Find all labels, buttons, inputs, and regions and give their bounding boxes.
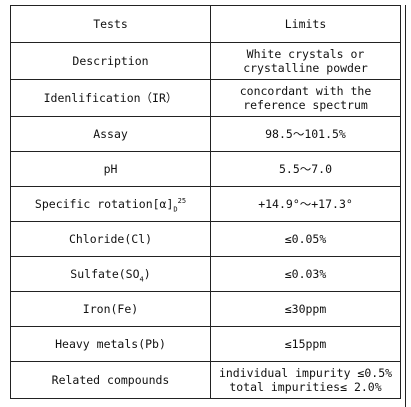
limit-assay: 98.5～101.5% xyxy=(210,116,401,152)
specific-rotation-subscript: D xyxy=(173,205,178,214)
test-name-specific-rotation: Specific rotation[α]D25 xyxy=(10,186,211,222)
test-name-heavy-metals: Heavy metals(Pb) xyxy=(10,326,211,362)
limit-identification: concordant with the reference spectrum xyxy=(210,79,401,117)
specific-rotation-label: Specific rotation[α] xyxy=(34,197,174,211)
table-row: Related compounds individual impurity ≤0… xyxy=(10,361,401,399)
test-name-iron: Iron(Fe) xyxy=(10,291,211,327)
specific-rotation-superscript: 25 xyxy=(177,197,187,206)
table-row: Heavy metals(Pb) ≤15ppm xyxy=(10,326,401,362)
table-row: Idenlification（IR） concordant with the r… xyxy=(10,79,401,117)
limit-heavy-metals: ≤15ppm xyxy=(210,326,401,362)
table-row: Chloride(Cl) ≤0.05% xyxy=(10,221,401,257)
test-name-assay: Assay xyxy=(10,116,211,152)
table-row: Assay 98.5～101.5% xyxy=(10,116,401,152)
test-name-sulfate: Sulfate(SO4) xyxy=(10,256,211,292)
table-row: Iron(Fe) ≤30ppm xyxy=(10,291,401,327)
limit-specific-rotation: +14.9°～+17.3° xyxy=(210,186,401,222)
table-header-row: Tests Limits xyxy=(10,5,401,43)
test-name-identification: Idenlification（IR） xyxy=(10,79,211,117)
header-tests: Tests xyxy=(10,5,211,43)
sulfate-label: Sulfate(SO xyxy=(70,267,140,281)
test-name-related-compounds: Related compounds xyxy=(10,361,211,399)
sulfate-label-end: ) xyxy=(143,267,151,281)
table-row: Description White crystals or crystallin… xyxy=(10,42,401,80)
header-limits: Limits xyxy=(210,5,401,43)
limit-chloride: ≤0.05% xyxy=(210,221,401,257)
table-row: Sulfate(SO4) ≤0.03% xyxy=(10,256,401,292)
test-name-chloride: Chloride(Cl) xyxy=(10,221,211,257)
limit-description: White crystals or crystalline powder xyxy=(210,42,401,80)
test-name-ph: pH xyxy=(10,151,211,187)
test-name-description: Description xyxy=(10,42,211,80)
table-row: pH 5.5～7.0 xyxy=(10,151,401,187)
table-row: Specific rotation[α]D25 +14.9°～+17.3° xyxy=(10,186,401,222)
limit-ph: 5.5～7.0 xyxy=(210,151,401,187)
sulfate-subscript: 4 xyxy=(139,275,144,284)
specification-table: Tests Limits Description White crystals … xyxy=(10,5,401,399)
limit-related-compounds: individual impurity ≤0.5% total impuriti… xyxy=(210,361,401,399)
page-edge-divider xyxy=(405,5,406,407)
limit-sulfate: ≤0.03% xyxy=(210,256,401,292)
limit-iron: ≤30ppm xyxy=(210,291,401,327)
